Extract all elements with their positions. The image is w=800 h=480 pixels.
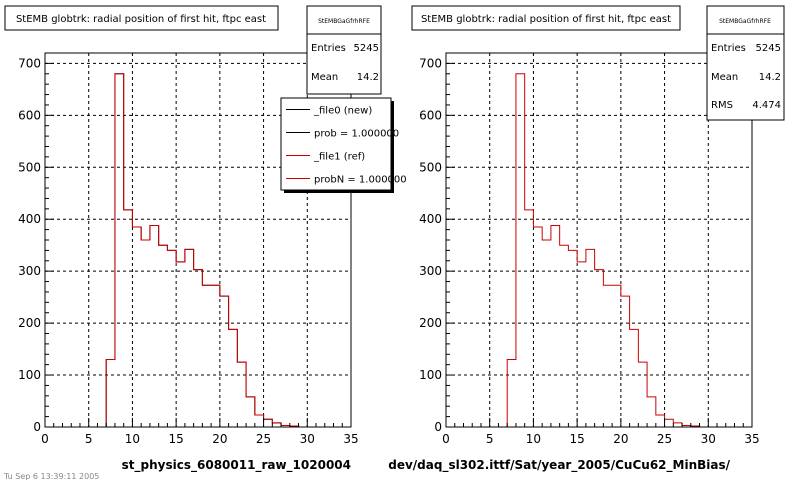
- left-x-tick-label: 0: [41, 432, 49, 446]
- right-y-tick-label: 400: [419, 212, 442, 226]
- left-legend-frame: [280, 97, 392, 191]
- left-histogram-pad: StEMB globtrk: radial position of first …: [4, 5, 407, 473]
- left-x-axis-label: st_physics_6080011_raw_1020004: [122, 458, 351, 473]
- left-grid: [45, 53, 351, 427]
- right-x-tick-label: 5: [486, 432, 494, 446]
- left-stats-frame: [306, 5, 382, 95]
- right-y-tick-label: 500: [419, 160, 442, 174]
- right-x-tick-label: 0: [442, 432, 450, 446]
- right-stats-rms-label: RMS: [711, 100, 733, 111]
- left-histogram-lines: [45, 73, 351, 428]
- right-stats-mean-value: 14.2: [759, 72, 781, 83]
- right-histogram-series-0: [446, 73, 752, 428]
- right-y-tick-label: 700: [419, 56, 442, 70]
- right-stats-frame: [706, 5, 785, 121]
- right-x-tick-label: 25: [657, 432, 672, 446]
- right-plot-area: 0 5 10 15 20 25 30 35 0 100 200 300 400 500 600 700: [419, 52, 760, 446]
- right-axis-ticks: 0 5 10 15 20 25 30 35 0 100 200 300 400 500 600 700: [419, 52, 760, 446]
- right-stats-entries-value: 5245: [756, 43, 781, 54]
- legend-label: probN = 1.000000: [314, 175, 407, 186]
- left-x-tick-label: 5: [85, 432, 93, 446]
- left-stats-mean-label: Mean: [311, 72, 338, 83]
- right-x-axis-label: dev/daq_sl302.ittf/Sat/year_2005/CuCu62_…: [388, 458, 730, 473]
- right-histogram-pad: StEMB globtrk: radial position of first …: [388, 5, 785, 473]
- left-legend: _file0 (new) prob = 1.000000 _file1 (ref) p…: [280, 97, 407, 193]
- left-axis-ticks: 0 5 10 15 20 25 30 35 0 100 200 300 400 500 600 700: [18, 52, 359, 446]
- right-y-tick-label: 200: [419, 316, 442, 330]
- left-x-tick-label: 30: [300, 432, 315, 446]
- left-y-tick-label: 200: [18, 316, 41, 330]
- right-y-tick-label: 600: [419, 108, 442, 122]
- right-y-tick-label: 300: [419, 264, 442, 278]
- left-title-box: [4, 5, 279, 31]
- right-y-tick-label: 0: [434, 420, 442, 434]
- right-x-tick-label: 15: [570, 432, 585, 446]
- left-x-tick-label: 10: [125, 432, 140, 446]
- left-y-tick-label: 700: [18, 56, 41, 70]
- right-x-tick-label: 30: [701, 432, 716, 446]
- left-y-tick-label: 0: [33, 420, 41, 434]
- left-stats-mean-value: 14.2: [357, 72, 379, 83]
- left-y-tick-label: 600: [18, 108, 41, 122]
- left-y-tick-label: 300: [18, 264, 41, 278]
- legend-label: _file0 (new): [313, 106, 372, 117]
- right-stats-name: StEMBGaGfrhRFE: [719, 18, 771, 25]
- right-title-box: [411, 5, 681, 31]
- left-plot-area: 0 5 10 15 20 25 30 35 0 100 200 300 400 500 600 700: [18, 52, 359, 446]
- legend-label: _file1 (ref): [313, 152, 365, 163]
- right-stats-mean-label: Mean: [711, 72, 738, 83]
- left-stats-entries-value: 5245: [354, 43, 379, 54]
- left-legend-entries: _file0 (new) prob = 1.000000 _file1 (ref) p…: [286, 106, 407, 186]
- left-chart-title: StEMB globtrk: radial position of first …: [16, 14, 266, 25]
- left-y-tick-label: 500: [18, 160, 41, 174]
- left-x-tick-label: 25: [256, 432, 271, 446]
- right-stats-entries-label: Entries: [711, 43, 746, 54]
- left-y-tick-label: 100: [18, 368, 41, 382]
- right-histogram-lines: [446, 73, 752, 428]
- legend-label: prob = 1.000000: [314, 129, 399, 140]
- right-chart-title: StEMB globtrk: radial position of first …: [421, 14, 671, 25]
- right-x-tick-label: 10: [526, 432, 541, 446]
- left-x-tick-label: 15: [169, 432, 184, 446]
- right-stats-box: StEMBGaGfrhRFE Entries 5245 Mean 14.2 RM…: [706, 5, 785, 121]
- right-x-tick-label: 20: [613, 432, 628, 446]
- left-y-tick-label: 400: [18, 212, 41, 226]
- right-grid: [446, 53, 752, 427]
- left-stats-entries-label: Entries: [311, 43, 346, 54]
- right-plot-frame: [445, 52, 753, 428]
- right-stats-rms-value: 4.474: [752, 100, 781, 111]
- left-stats-name: StEMBGaGfrhRFE: [318, 18, 370, 25]
- left-x-tick-label: 35: [343, 432, 358, 446]
- left-stats-box: StEMBGaGfrhRFE Entries 5245 Mean 14.2: [306, 5, 382, 95]
- left-x-tick-label: 20: [212, 432, 227, 446]
- right-y-tick-label: 100: [419, 368, 442, 382]
- canvas-timestamp: Tu Sep 6 13:39:11 2005: [3, 472, 99, 480]
- right-x-tick-label: 35: [744, 432, 759, 446]
- left-histogram-series-1: [45, 73, 351, 428]
